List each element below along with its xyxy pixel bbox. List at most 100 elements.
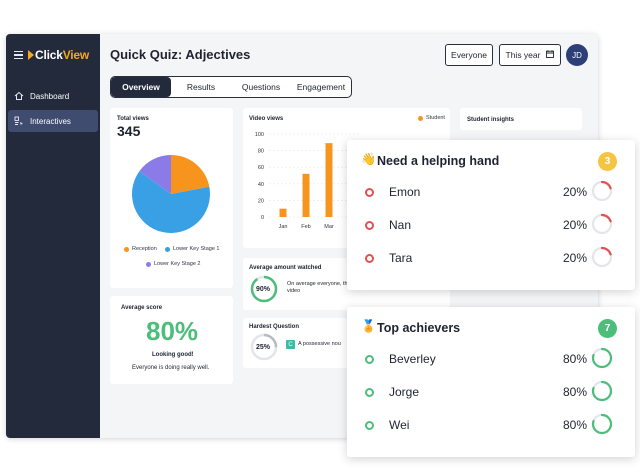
x-tick-label: Feb [301,224,310,230]
pie-slice-1[interactable] [132,171,210,233]
student-score: 80% [562,352,587,366]
student-status-icon [365,221,374,230]
hardest-question-text: A possessive nou [298,341,341,347]
student-score: 80% [562,385,587,399]
video-views-label: Video views [249,116,284,122]
student-progress-ring [591,180,613,202]
sidebar-item-dashboard[interactable]: Dashboard [8,85,98,107]
logo-play-icon [28,50,34,60]
tab-overview[interactable]: Overview [111,77,171,97]
average-watched-label: Average amount watched [249,265,322,271]
legend-student: Student [418,115,445,121]
top-achievers-panel: 🏅 Top achievers 7 Beverley 80% Jorge 80%… [347,307,635,457]
legend-lower-ks1: Lower Key Stage 1 [165,246,219,252]
medal-icon: 🏅 [361,319,376,333]
hardest-question-ring [250,333,278,361]
tab-engagement[interactable]: Engagement [296,82,346,92]
average-score-value: 80% [146,316,199,346]
tab-results[interactable]: Results [186,82,216,92]
audience-filter-label: Everyone [451,50,487,60]
video-views-bar-chart: 100 80 60 40 20 0 Jan Feb Mar [255,132,359,230]
bar-Jan[interactable] [279,208,287,217]
legend-swatch [124,246,129,252]
page-title: Quick Quiz: Adjectives [110,47,251,62]
total-views-pie-chart [132,155,210,233]
period-filter-button[interactable]: This year [499,44,561,66]
pie-slice-0[interactable] [171,155,210,194]
student-name[interactable]: Jorge [389,385,420,399]
main-content: Quick Quiz: Adjectives Everyone This yea… [100,34,598,438]
y-tick-label: 60 [258,165,264,171]
average-watched-ring [250,275,278,303]
hamburger-menu-icon[interactable] [14,50,23,60]
total-views-value: 345 [117,123,141,139]
helping-hand-title: Need a helping hand [377,154,500,168]
progress-fill [591,380,613,402]
legend-label: Lower Key Stage 2 [154,261,201,267]
sidebar-item-interactives[interactable]: Interactives [8,110,98,132]
sidebar-item-label: Dashboard [30,91,70,101]
student-progress-ring [591,413,613,435]
student-insights-label: Student insights [467,117,514,123]
answer-option-badge: C [286,340,295,349]
student-progress-ring [591,347,613,369]
sidebar: ClickView Dashboard Interactives [6,34,100,438]
student-name[interactable]: Nan [389,218,412,232]
user-avatar[interactable]: JD [566,44,588,66]
logo-text-prefix: Click [35,48,63,62]
legend-label: Reception [132,246,157,252]
student-progress-ring [591,380,613,402]
progress-fill [591,246,613,268]
progress-fill [591,213,613,235]
legend-swatch [418,115,423,121]
student-status-icon [365,254,374,263]
progress-fill [591,180,613,202]
y-tick-label: 100 [255,132,264,138]
bar-Mar[interactable] [325,143,333,217]
period-filter-label: This year [505,50,541,60]
legend-reception: Reception [124,246,157,252]
legend-label: Student [426,115,445,121]
student-name[interactable]: Emon [389,185,421,199]
x-tick-label: Mar [324,224,334,230]
y-tick-label: 80 [258,149,264,155]
student-score: 80% [562,418,587,432]
top-achievers-title: Top achievers [377,321,461,335]
average-score-message: Looking good! [152,352,194,358]
student-status-icon [365,188,374,197]
student-name[interactable]: Tara [389,251,413,265]
student-progress-ring [591,246,613,268]
audience-filter-button[interactable]: Everyone [445,44,493,66]
student-status-icon [365,421,374,430]
average-score-card: Average score 80% Looking good! Everyone… [110,296,233,384]
tab-bar: Overview Results Questions Engagement [110,76,352,98]
average-watched-note-line2: video [287,288,301,294]
average-watched-value: 90% [256,286,271,293]
student-progress-ring [591,213,613,235]
average-score-label: Average score [121,305,163,311]
student-name[interactable]: Wei [389,418,410,432]
pie-slice-2[interactable] [139,155,171,194]
hardest-question-value: 25% [256,344,271,351]
student-name[interactable]: Beverley [389,352,436,366]
student-score: 20% [562,218,587,232]
y-tick-label: 20 [258,198,264,204]
waving-hand-icon: 👋 [361,152,376,166]
top-achievers-count-badge: 7 [598,319,617,338]
y-tick-label: 0 [261,215,264,221]
legend-label: Lower Key Stage 1 [173,246,220,252]
home-icon [14,91,24,101]
interactive-icon [14,116,24,126]
clickview-logo[interactable]: ClickView [28,48,89,62]
x-tick-label: Jan [279,224,288,230]
sidebar-item-label: Interactives [30,116,71,126]
helping-hand-count-badge: 3 [598,152,617,171]
calendar-icon [546,50,555,60]
logo-text-suffix: View [62,48,90,62]
student-score: 20% [562,185,587,199]
bar-Feb[interactable] [302,173,310,217]
logo-row: ClickView [14,48,89,62]
legend-lower-ks2: Lower Key Stage 2 [146,261,200,267]
hardest-question-label: Hardest Question [249,324,300,330]
tab-questions[interactable]: Questions [241,82,281,92]
